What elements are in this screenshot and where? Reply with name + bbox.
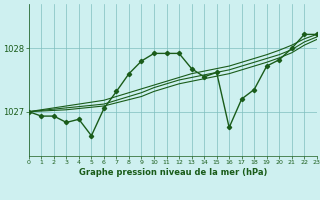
X-axis label: Graphe pression niveau de la mer (hPa): Graphe pression niveau de la mer (hPa) xyxy=(79,168,267,177)
